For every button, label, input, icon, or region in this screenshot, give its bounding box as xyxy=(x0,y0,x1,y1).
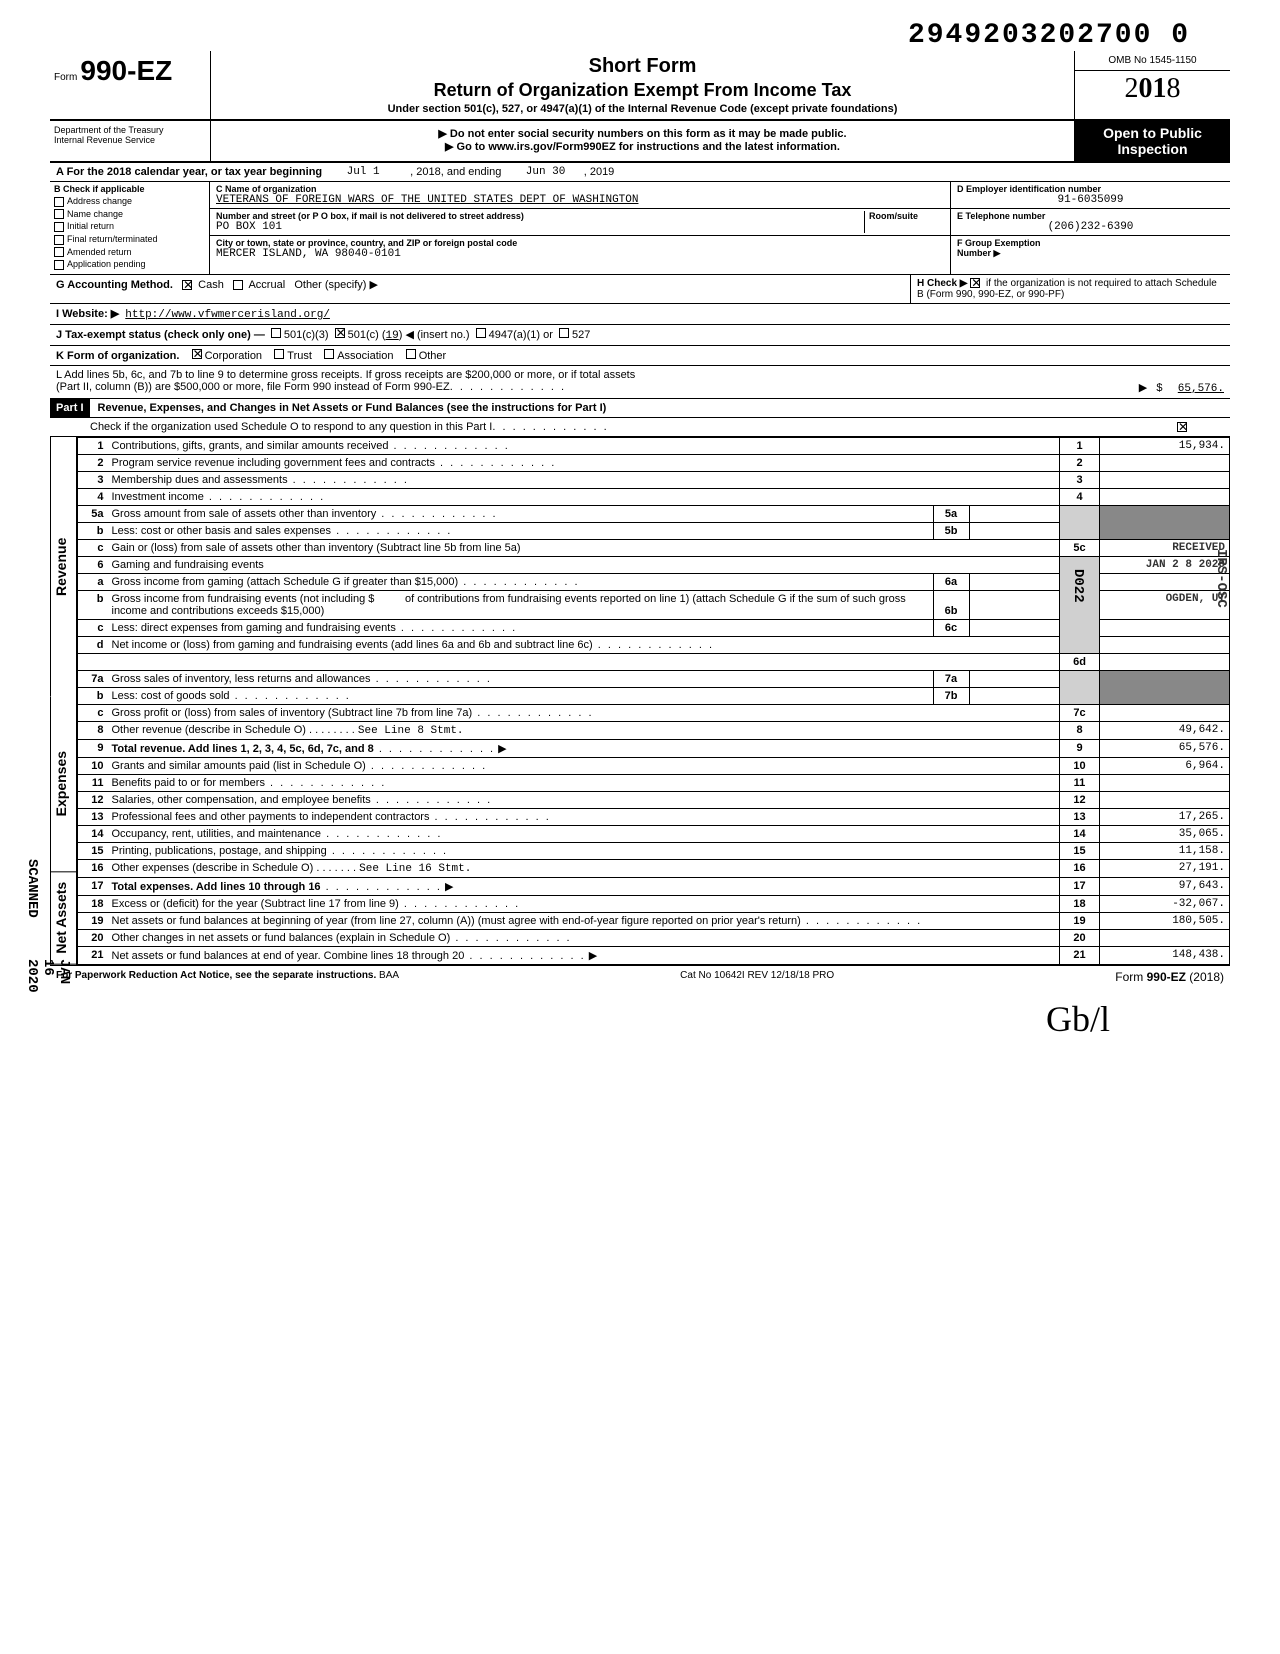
amt-15: 11,158. xyxy=(1100,842,1230,859)
expenses-section-label: Expenses xyxy=(50,696,76,872)
org-city: MERCER ISLAND, WA 98040-0101 xyxy=(216,248,944,260)
check-cash[interactable] xyxy=(182,280,192,290)
d022-stamp: D022 xyxy=(1068,567,1088,605)
revenue-section-label: Revenue xyxy=(50,437,76,696)
omb-number: OMB No 1545-1150 xyxy=(1075,51,1230,71)
website: http://www.vfwmercerisland.org/ xyxy=(125,309,1224,321)
form-prefix: Form xyxy=(54,72,77,83)
check-final-return[interactable] xyxy=(54,235,64,245)
line-i: I Website: ▶ http://www.vfwmercerisland.… xyxy=(50,304,1230,324)
redacted-5 xyxy=(1100,505,1230,539)
check-initial-return[interactable] xyxy=(54,222,64,232)
amt-8: 49,642. xyxy=(1100,721,1230,739)
check-527[interactable] xyxy=(559,328,569,338)
schedule-o-row: Check if the organization used Schedule … xyxy=(50,418,1230,437)
goto-note: Go to www.irs.gov/Form990EZ for instruct… xyxy=(457,141,840,153)
check-schedule-o[interactable] xyxy=(1177,422,1187,432)
phone: (206)232-6390 xyxy=(957,221,1224,233)
irs-osc-stamp: IRS-OSC xyxy=(1211,547,1231,610)
form-title: Return of Organization Exempt From Incom… xyxy=(219,80,1066,101)
ssn-note: Do not enter social security numbers on … xyxy=(450,128,847,140)
form-subtitle: Under section 501(c), 527, or 4947(a)(1)… xyxy=(219,103,1066,115)
amt-19: 180,505. xyxy=(1100,912,1230,929)
check-trust[interactable] xyxy=(274,349,284,359)
check-name-change[interactable] xyxy=(54,209,64,219)
check-501c3[interactable] xyxy=(271,328,281,338)
street-label: Number and street (or P O box, if mail i… xyxy=(216,211,864,221)
redacted-7 xyxy=(1100,670,1230,704)
form-number: 990-EZ xyxy=(80,55,172,86)
part-i-table: 1Contributions, gifts, grants, and simil… xyxy=(77,437,1230,965)
check-501c[interactable] xyxy=(335,328,345,338)
received-stamp: RECEIVED xyxy=(1100,539,1230,556)
part-i-header: Part I Revenue, Expenses, and Changes in… xyxy=(50,399,1230,418)
room-label: Room/suite xyxy=(869,211,944,221)
dept-treasury: Department of the Treasury xyxy=(54,125,206,135)
amt-13: 17,265. xyxy=(1100,808,1230,825)
date-stamp: JAN 2 8 2020 IRS-OSC xyxy=(1100,556,1230,573)
netassets-section-label: Net Assets xyxy=(50,872,76,965)
f-sub: Number ▶ xyxy=(957,248,1224,259)
signature: Gb/l xyxy=(50,998,1230,1040)
line-k: K Form of organization. Corporation Trus… xyxy=(50,346,1230,366)
ein: 91-6035099 xyxy=(957,194,1224,206)
city-label: City or town, state or province, country… xyxy=(216,238,944,248)
short-form-label: Short Form xyxy=(219,55,1066,78)
amt-17: 97,643. xyxy=(1100,877,1230,895)
amt-21: 148,438. xyxy=(1100,946,1230,964)
period-end: Jun 30 xyxy=(526,166,566,178)
check-address-change[interactable] xyxy=(54,197,64,207)
gross-receipts: 65,576. xyxy=(1178,383,1224,395)
e-label: E Telephone number xyxy=(957,211,1224,221)
line-g-h: G Accounting Method. Cash Accrual Other … xyxy=(50,275,1230,304)
f-label: F Group Exemption xyxy=(957,238,1224,248)
footer: For Paperwork Reduction Act Notice, see … xyxy=(50,966,1230,988)
line-l: L Add lines 5b, 6c, and 7b to line 9 to … xyxy=(50,366,1230,399)
dept-row: Department of the Treasury Internal Reve… xyxy=(50,121,1230,163)
line-j: J Tax-exempt status (check only one) — 5… xyxy=(50,324,1230,346)
tracking-number: 2949203202700 0 xyxy=(50,20,1230,51)
tax-year: 2018 xyxy=(1075,71,1230,105)
check-other-org[interactable] xyxy=(406,349,416,359)
irs-label: Internal Revenue Service xyxy=(54,135,206,145)
d-label: D Employer identification number xyxy=(957,184,1224,194)
check-corp[interactable] xyxy=(192,349,202,359)
check-pending[interactable] xyxy=(54,260,64,270)
amt-1: 15,934. xyxy=(1100,437,1230,454)
check-accrual[interactable] xyxy=(233,280,243,290)
amt-9: 65,576. xyxy=(1100,739,1230,757)
check-assoc[interactable] xyxy=(324,349,334,359)
period-begin: Jul 1 xyxy=(347,166,380,178)
org-name: VETERANS OF FOREIGN WARS OF THE UNITED S… xyxy=(216,194,944,206)
tax-year-row: A For the 2018 calendar year, or tax yea… xyxy=(50,163,1230,182)
check-4947[interactable] xyxy=(476,328,486,338)
part-i-body: SCANNED JAN 16 2020 Revenue Expenses Net… xyxy=(50,437,1230,966)
org-info-block: B Check if applicable Address change Nam… xyxy=(50,182,1230,275)
amt-14: 35,065. xyxy=(1100,825,1230,842)
check-b-header: B Check if applicable xyxy=(54,184,205,194)
form-header: Form 990-EZ Short Form Return of Organiz… xyxy=(50,51,1230,121)
check-amended[interactable] xyxy=(54,247,64,257)
org-street: PO BOX 101 xyxy=(216,221,864,233)
amt-16: 27,191. xyxy=(1100,859,1230,877)
check-schedule-b[interactable] xyxy=(970,278,980,288)
open-public-2: Inspection xyxy=(1079,141,1226,157)
open-public-1: Open to Public xyxy=(1079,125,1226,141)
amt-10: 6,964. xyxy=(1100,757,1230,774)
amt-18: -32,067. xyxy=(1100,895,1230,912)
c-label: C Name of organization xyxy=(216,184,944,194)
scanned-stamp: SCANNED xyxy=(22,857,42,920)
ogden-stamp: OGDEN, UT xyxy=(1100,590,1230,619)
